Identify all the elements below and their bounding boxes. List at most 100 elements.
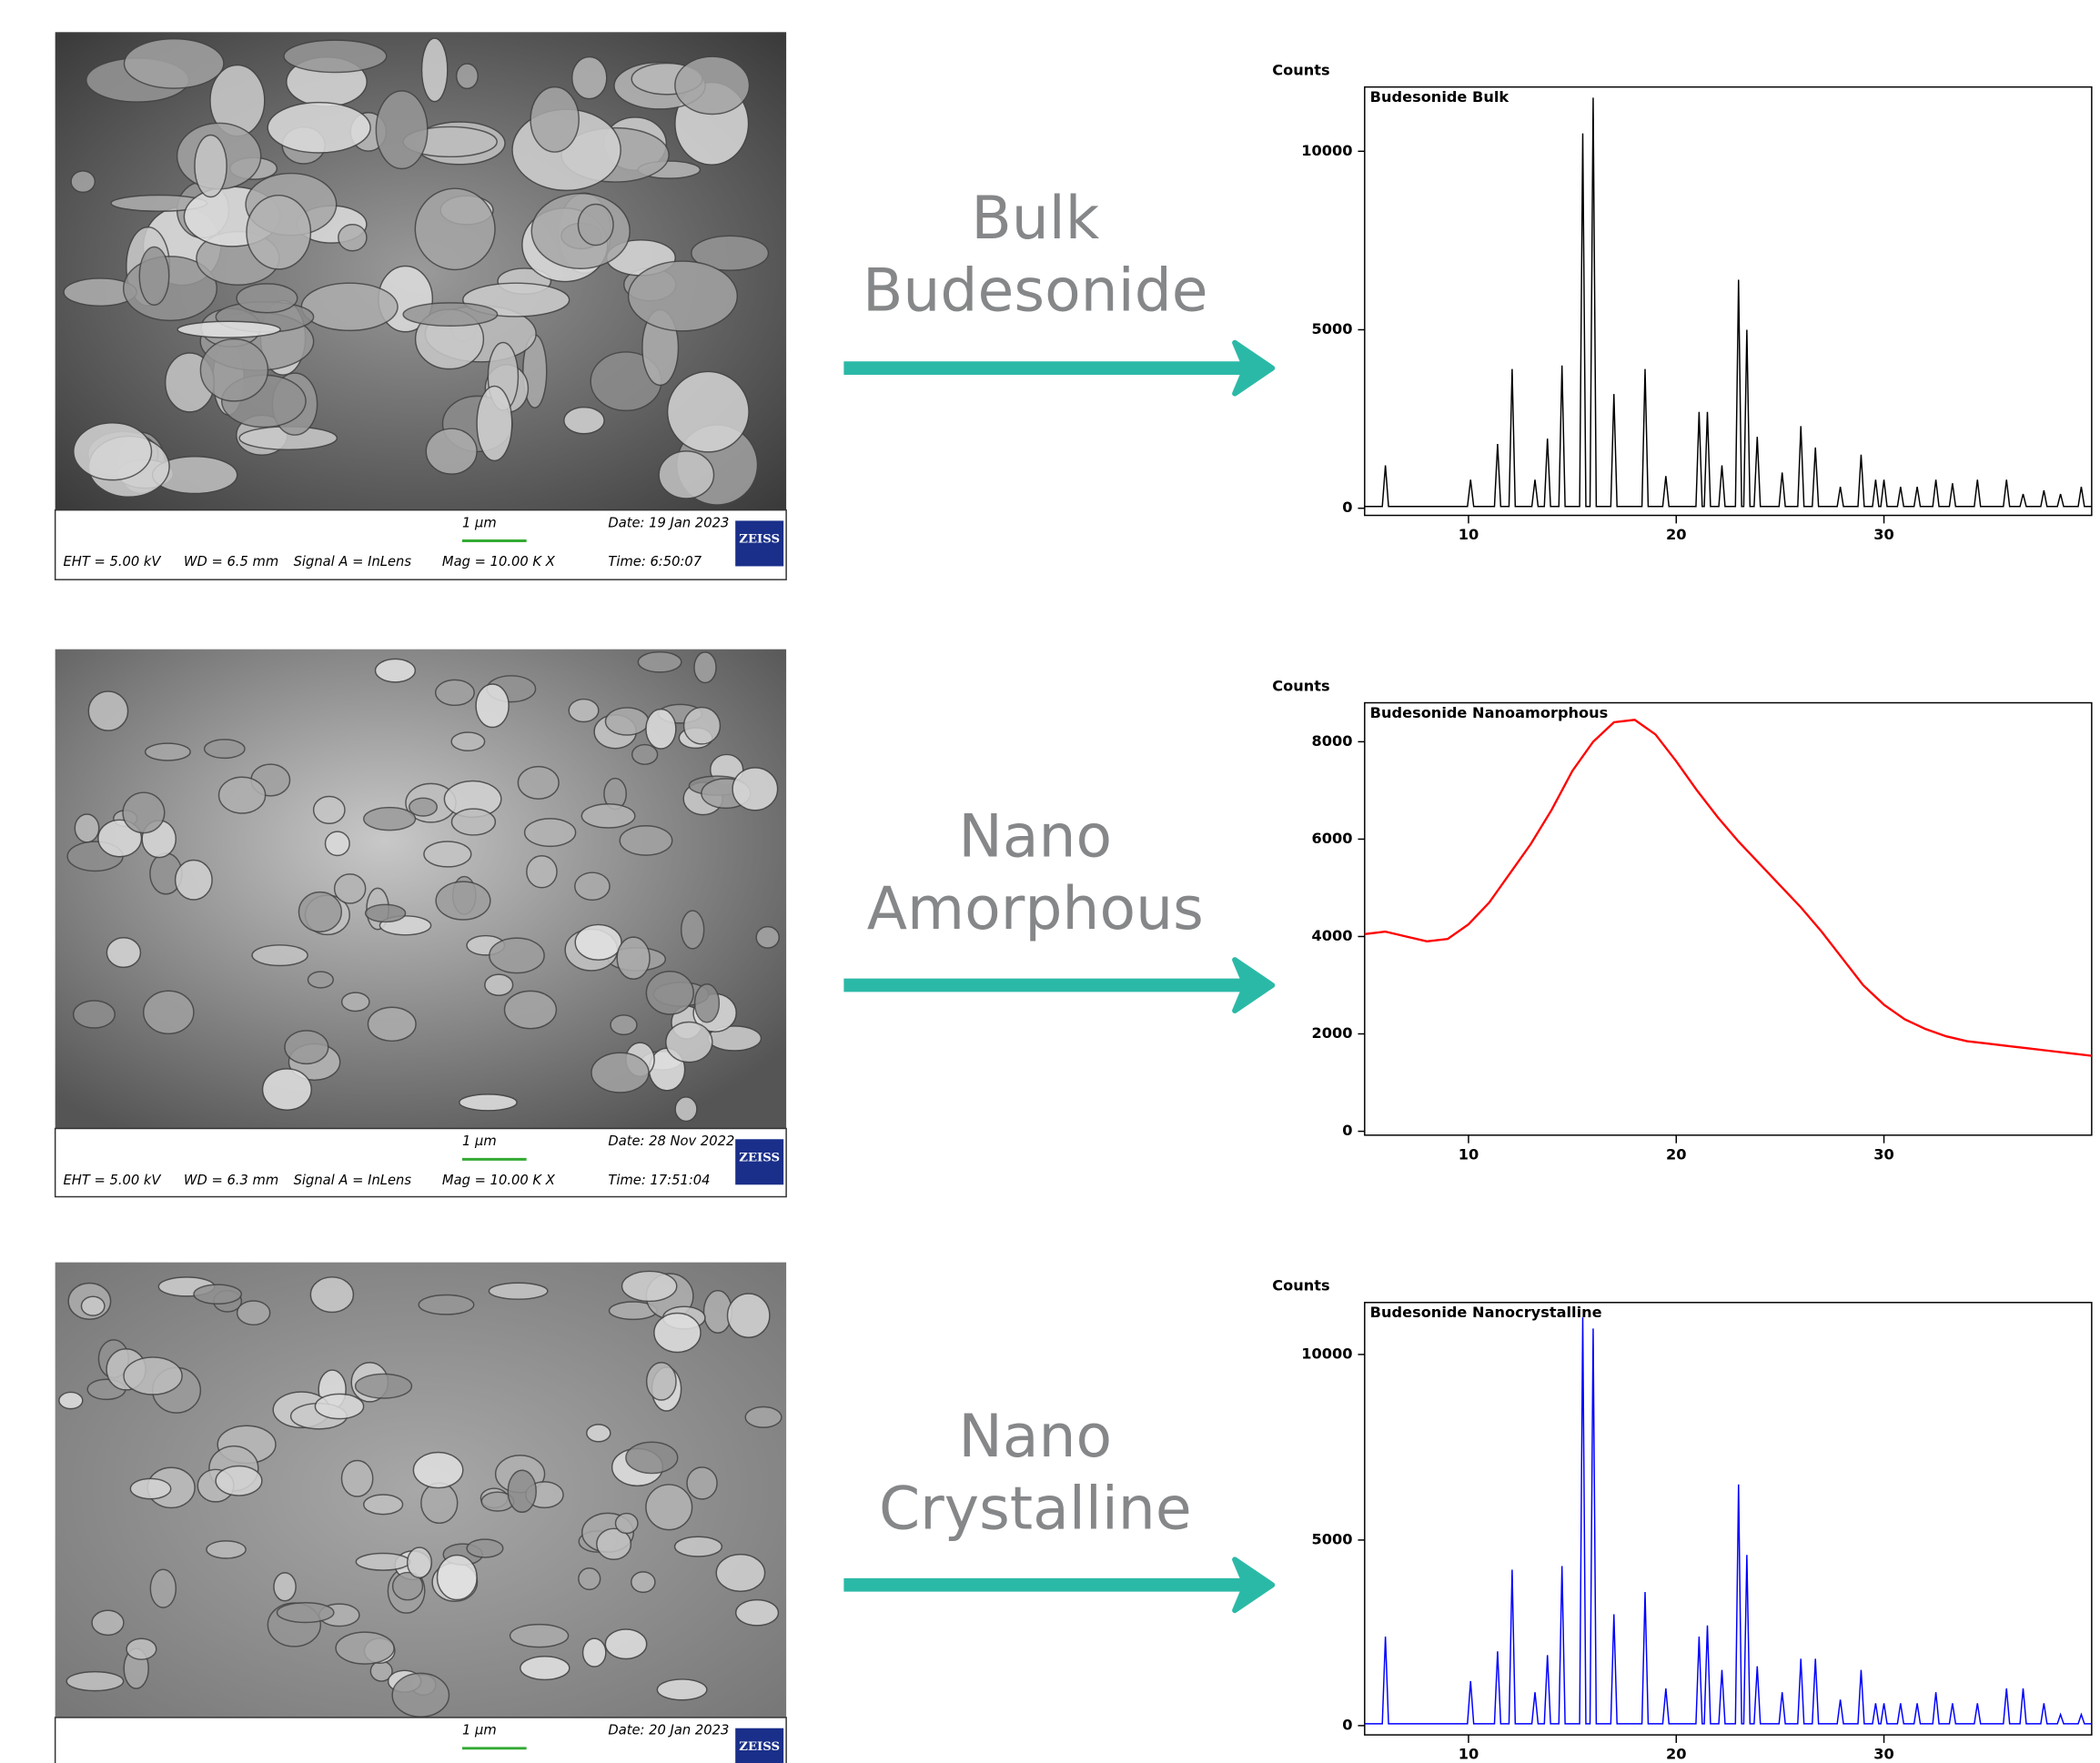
y-tick-label: 0 (1342, 499, 1352, 516)
grain (342, 992, 369, 1011)
grain (675, 1536, 722, 1556)
grain (424, 841, 471, 867)
sem-mag: Mag = 10.00 K X (442, 1173, 556, 1188)
grain (364, 1495, 403, 1515)
grain (490, 938, 544, 973)
sem-signal: Signal A = InLens (294, 1173, 412, 1188)
grain (338, 225, 367, 251)
grain (263, 1069, 312, 1110)
grain (518, 767, 559, 800)
grain (126, 1638, 156, 1659)
grain (144, 991, 194, 1033)
grain (575, 924, 621, 960)
grain (579, 1568, 601, 1590)
grain (376, 91, 427, 169)
sem-scale: 1 µm (462, 1133, 497, 1149)
x-tick-label: 20 (1666, 1746, 1687, 1763)
grain (631, 1572, 655, 1593)
grain (274, 1573, 296, 1601)
grain (581, 804, 635, 828)
grain (237, 284, 298, 313)
grain (66, 1672, 123, 1691)
grain (366, 904, 406, 922)
grain (326, 831, 350, 855)
y-axis-label: Counts (1272, 1277, 1329, 1295)
grain (277, 1603, 333, 1623)
grain (150, 1569, 176, 1607)
grain (629, 261, 738, 331)
y-tick-label: 0 (1342, 1122, 1352, 1139)
grain (421, 1483, 458, 1523)
grain (745, 1407, 782, 1428)
sem-date: Date: 19 Jan 2023 (608, 515, 729, 530)
grain (285, 1031, 328, 1063)
grain (647, 1363, 676, 1400)
grain (252, 945, 308, 966)
grain (422, 38, 448, 102)
xrd-line (1365, 1317, 2092, 1724)
grain (177, 321, 280, 337)
grain (520, 1657, 570, 1680)
grain (342, 1461, 373, 1496)
grain (356, 1554, 409, 1571)
grain (732, 768, 778, 811)
grain (207, 1541, 246, 1558)
y-tick-label: 10000 (1301, 142, 1352, 159)
grain (657, 1679, 706, 1700)
grain (622, 1271, 677, 1301)
xrd-line (1365, 97, 2092, 506)
grain (413, 1453, 462, 1488)
grain (510, 1625, 569, 1647)
grain (646, 1485, 692, 1530)
grain (368, 1007, 416, 1041)
x-tick-label: 10 (1459, 526, 1479, 543)
grain (477, 386, 512, 460)
sem-time: Time: 6:50:07 (608, 554, 702, 569)
sem-eht: EHT = 5.00 kV (63, 554, 161, 569)
grain (489, 1283, 547, 1299)
grain (74, 1001, 116, 1028)
chart-title: Budesonide Nanoamorphous (1370, 704, 1609, 721)
grain (408, 1547, 432, 1577)
xrd-line (1365, 720, 2092, 1055)
grain (415, 188, 495, 269)
grain (216, 1466, 262, 1496)
x-tick-label: 10 (1459, 1746, 1479, 1763)
sem-eht: EHT = 5.00 kV (63, 1173, 161, 1188)
grain (247, 196, 310, 269)
grain (314, 796, 345, 823)
row-label: Budesonide (863, 257, 1208, 325)
grain (736, 1600, 779, 1626)
x-tick-label: 20 (1666, 526, 1687, 543)
grain (436, 680, 474, 705)
sem-scale: 1 µm (462, 515, 497, 530)
grain (675, 1097, 697, 1122)
grain (578, 204, 613, 245)
grain (74, 423, 152, 480)
grain (467, 1539, 503, 1557)
row-label: Nano (958, 1403, 1112, 1471)
grain (605, 708, 648, 735)
grain (646, 972, 693, 1014)
zeiss-text: ZEISS (739, 1151, 780, 1164)
chart-title: Budesonide Nanocrystalline (1370, 1304, 1602, 1321)
grain (684, 708, 721, 744)
grain (139, 247, 168, 305)
y-tick-label: 2000 (1312, 1024, 1353, 1042)
grain (638, 652, 681, 672)
grain (336, 1632, 394, 1664)
plot-frame (1365, 87, 2092, 516)
grain (525, 819, 576, 846)
grain (375, 659, 415, 682)
grain (654, 1313, 701, 1352)
grain (71, 171, 95, 192)
grain (81, 1296, 104, 1315)
grain (409, 798, 437, 816)
grain (583, 1638, 606, 1667)
grain (403, 303, 497, 326)
y-tick-label: 6000 (1312, 830, 1353, 847)
grain (587, 1425, 611, 1442)
sem-wd: WD = 6.3 mm (184, 1173, 278, 1188)
grain (75, 814, 98, 842)
grain (459, 1094, 517, 1111)
